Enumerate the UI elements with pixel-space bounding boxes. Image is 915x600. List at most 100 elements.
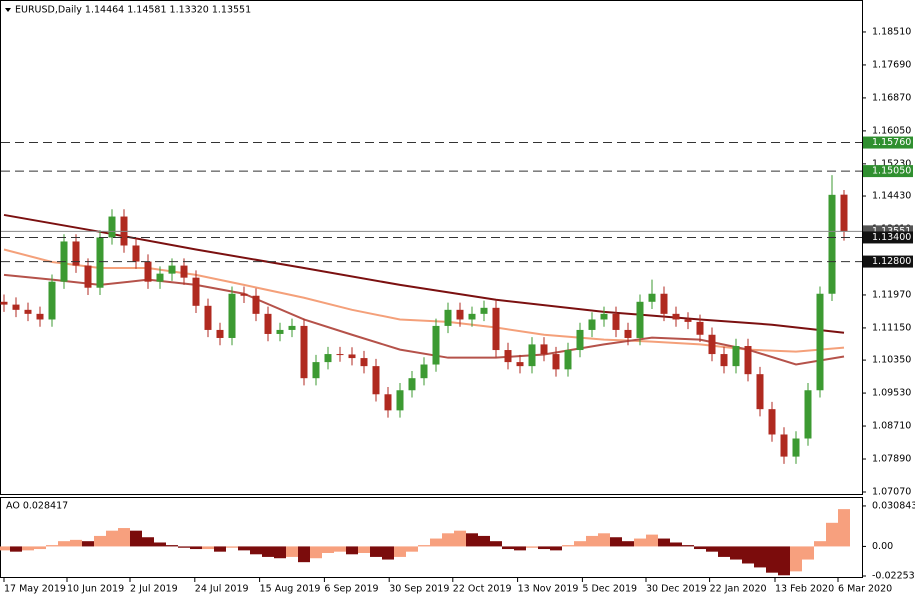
ao-bar (610, 537, 622, 547)
x-tick-label: 30 Sep 2019 (389, 584, 449, 595)
candle-body (576, 329, 584, 351)
ao-bar (142, 537, 154, 547)
x-tick-label: 6 Sep 2019 (324, 584, 378, 595)
ao-title: AO 0.028417 (6, 501, 68, 512)
ao-bar (778, 546, 790, 576)
x-tick-label: 17 May 2019 (4, 584, 66, 595)
y-tick-label: 1.09530 (872, 388, 911, 399)
candle-body (204, 305, 212, 330)
menu-arrow[interactable] (5, 8, 11, 12)
candle-body (804, 390, 812, 439)
candle-body (312, 362, 320, 379)
ao-bar (58, 541, 70, 547)
ao-bar (214, 546, 226, 552)
candle-body (444, 309, 452, 326)
ao-bar (478, 535, 490, 547)
candle-body (636, 301, 644, 338)
ao-bar (622, 541, 634, 547)
candle-body (348, 354, 356, 359)
ao-bar (742, 546, 754, 564)
ao-bar (34, 546, 46, 550)
y-tick-label: 1.18510 (872, 26, 911, 37)
candle-body (396, 390, 404, 411)
x-tick-label: 5 Dec 2019 (582, 584, 637, 595)
candle-body (12, 304, 20, 310)
ao-bar (442, 533, 454, 547)
ao-bar (418, 545, 430, 547)
ao-bar (358, 546, 370, 553)
ao-bar (94, 535, 106, 547)
chart-title: EURUSD,Daily 1.14464 1.14581 1.13320 1.1… (15, 5, 251, 16)
ao-bar (262, 546, 274, 557)
candle-body (276, 329, 284, 334)
ao-bar (454, 530, 466, 547)
ao-bar (0, 546, 10, 551)
candle-body (192, 277, 200, 306)
candle-body (672, 313, 680, 320)
y-tick-label: 1.07070 (872, 486, 911, 497)
ao-bar (106, 530, 118, 547)
candle-body (48, 281, 56, 320)
ao-bar (598, 533, 610, 547)
ao-bar (826, 522, 838, 547)
candle-body (720, 354, 728, 367)
y-tick-label: 1.15230 (872, 158, 911, 169)
candle-body (588, 319, 596, 330)
ao-bar (250, 546, 262, 555)
candle-body (456, 309, 464, 320)
x-tick-label: 15 Aug 2019 (260, 584, 321, 595)
ao-bar (718, 546, 730, 557)
x-tick-label: 24 Jul 2019 (195, 584, 249, 595)
x-tick-label: 10 Jun 2019 (67, 584, 124, 595)
candle-body (792, 438, 800, 457)
candle-body (228, 293, 236, 338)
ao-bar (754, 546, 766, 568)
y-tick-label: 1.11150 (872, 322, 911, 333)
level-label-box (863, 255, 913, 268)
x-tick-label: 22 Jan 2020 (710, 584, 767, 595)
y-tick-label: -0.022539 (872, 571, 915, 582)
candle-body (516, 362, 524, 367)
candle-body (828, 194, 836, 294)
ao-bar (550, 546, 562, 551)
ao-bar (670, 542, 682, 547)
candle-body (468, 313, 476, 320)
ao-bar (430, 538, 442, 547)
candle-body (156, 273, 164, 282)
candle-body (240, 293, 248, 296)
candle-body (744, 346, 752, 375)
candle-body (288, 325, 296, 330)
ao-bar (226, 546, 238, 548)
candle-body (408, 378, 416, 391)
ao-bar (166, 545, 178, 547)
ao-bar (178, 546, 190, 548)
x-tick-label: 13 Feb 2020 (775, 584, 834, 595)
candle-body (780, 434, 788, 457)
ao-bar (298, 546, 310, 563)
level-label: 1.12800 (872, 256, 911, 267)
candle-body (756, 374, 764, 410)
ao-bar (382, 546, 394, 560)
candle-body (384, 394, 392, 411)
ao-bar (346, 546, 358, 555)
ao-bar (586, 535, 598, 547)
candle-body (168, 265, 176, 274)
candle-body (612, 313, 620, 330)
candle-body (360, 358, 368, 367)
ao-bar (334, 546, 346, 552)
y-tick-label: 1.07890 (872, 454, 911, 465)
candle-body (552, 354, 560, 370)
level-label: 1.15760 (872, 137, 911, 148)
moving-average (3, 213, 845, 334)
ao-bar (682, 545, 694, 547)
candle-body (480, 307, 488, 314)
candle-body (564, 350, 572, 370)
candle-body (840, 194, 848, 232)
ao-bar (466, 533, 478, 547)
candle-body (432, 325, 440, 365)
x-tick-label: 22 Oct 2019 (453, 584, 512, 595)
candle-body (84, 265, 92, 288)
candle-body (24, 309, 32, 314)
candle-body (324, 354, 332, 363)
ao-bar (790, 546, 802, 572)
